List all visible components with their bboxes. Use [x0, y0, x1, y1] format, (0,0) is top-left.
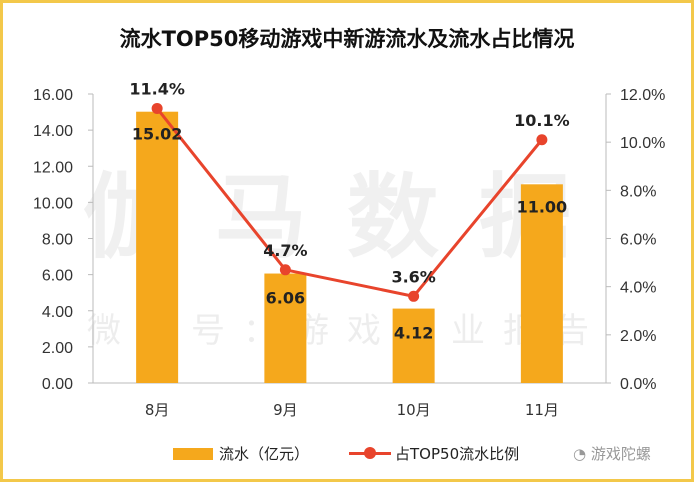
left-tick-label: 14.00 — [33, 123, 73, 140]
wechat-icon: ◔ — [573, 445, 591, 463]
bar-8月 — [136, 111, 179, 384]
ratio-data-label: 3.6% — [391, 267, 435, 286]
x-tick-label: 11月 — [525, 401, 559, 419]
brand-text: 游戏陀螺 — [590, 445, 651, 463]
ratio-data-label: 11.4% — [129, 79, 185, 98]
left-tick-label: 0.00 — [42, 376, 73, 393]
ratio-point — [536, 134, 548, 146]
legend-line-swatch — [349, 447, 392, 459]
x-tick-label: 8月 — [145, 401, 170, 419]
left-tick-label: 10.00 — [33, 195, 73, 212]
bar-data-label: 4.12 — [394, 324, 433, 343]
right-tick-label: 6.0% — [620, 232, 656, 249]
ratio-point — [279, 264, 291, 276]
bar-11月 — [520, 184, 563, 383]
x-tick-label: 9月 — [273, 401, 298, 419]
bar-data-label: 11.00 — [517, 197, 568, 216]
right-tick-label: 2.0% — [620, 328, 656, 345]
ratio-data-label: 4.7% — [263, 241, 307, 260]
right-tick-label: 12.0% — [620, 87, 665, 104]
left-tick-label: 12.00 — [33, 159, 73, 176]
bar-9月 — [264, 273, 307, 383]
legend-bar-label: 流水（亿元） — [219, 445, 310, 463]
right-tick-label: 10.0% — [620, 135, 665, 152]
legend: 流水（亿元） 占TOP50流水比例 — [173, 443, 519, 464]
brand-logo: ◔ 游戏陀螺 — [573, 443, 651, 464]
right-tick-label: 4.0% — [620, 280, 656, 297]
legend-line-label: 占TOP50流水比例 — [395, 445, 520, 463]
left-tick-label: 6.00 — [42, 268, 73, 285]
ratio-line — [155, 107, 544, 298]
right-tick-label: 8.0% — [620, 183, 656, 200]
chart-title: 流水TOP50移动游戏中新游流水及流水占比情况 — [119, 27, 575, 51]
chart-svg: 0.00 2.00 4.00 6.00 8.00 10.00 12.00 14.00 16.00… — [33, 79, 665, 419]
ratio-point — [408, 290, 420, 302]
bar-10月 — [392, 308, 435, 383]
legend-bar-swatch — [173, 447, 213, 460]
left-tick-label: 16.00 — [33, 87, 73, 104]
left-tick-label: 2.00 — [42, 340, 73, 357]
left-tick-label: 4.00 — [42, 304, 73, 321]
ratio-data-label: 10.1% — [514, 111, 570, 130]
bar-data-label: 6.06 — [266, 289, 305, 308]
left-tick-label: 8.00 — [42, 232, 73, 249]
ratio-point — [151, 102, 163, 114]
x-tick-label: 10月 — [397, 401, 431, 419]
bar-data-label: 15.02 — [132, 125, 183, 144]
right-tick-label: 0.0% — [620, 376, 656, 393]
